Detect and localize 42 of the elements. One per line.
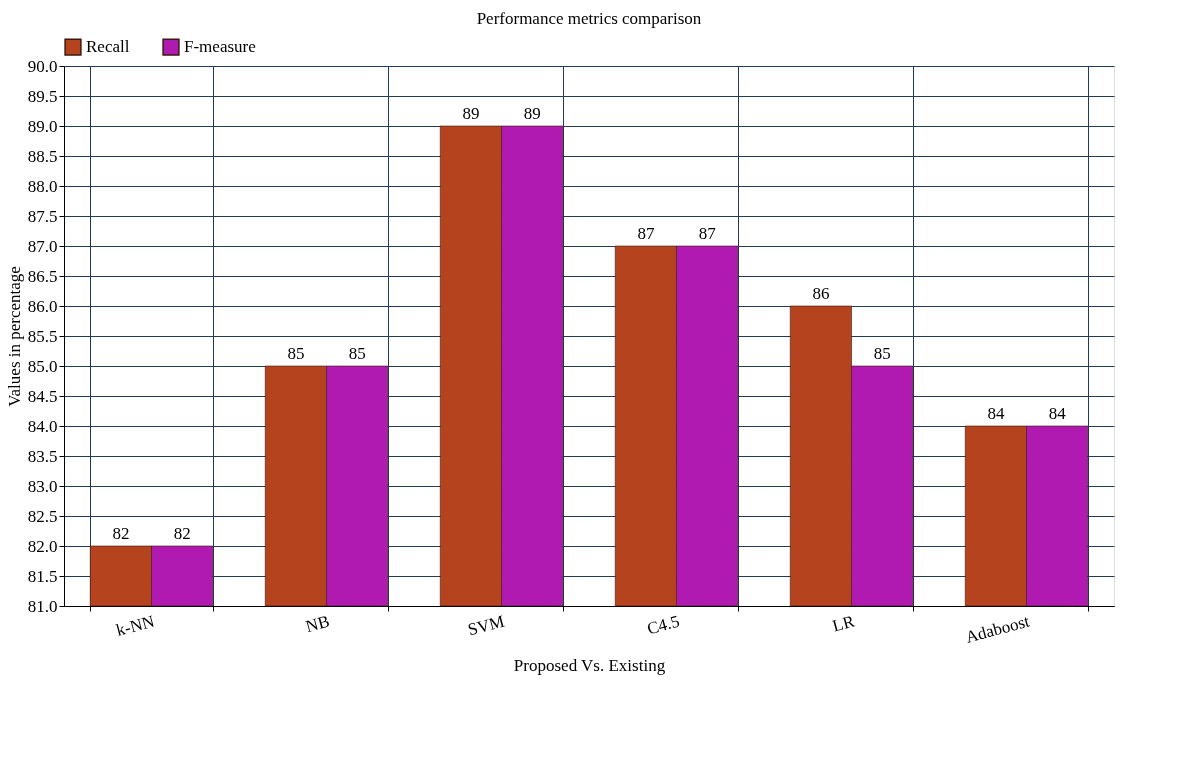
- y-tick-label: 90.0: [27, 56, 58, 76]
- y-tick-label: 85.5: [27, 326, 58, 346]
- data-label: 86: [812, 284, 830, 303]
- x-tick-label: LR: [830, 611, 858, 636]
- x-tick-label: k-NN: [114, 611, 157, 640]
- data-label: 82: [112, 524, 130, 543]
- data-label: 84: [987, 404, 1005, 423]
- data-label: 87: [637, 224, 655, 243]
- data-label: 85: [873, 344, 891, 363]
- y-tick-label: 87.5: [27, 206, 58, 226]
- y-tick-label: 86.0: [27, 296, 58, 316]
- y-tick-label: 88.5: [27, 146, 58, 166]
- y-tick-label: 83.5: [27, 446, 58, 466]
- data-label: 89: [523, 104, 541, 123]
- x-tick-label: C4.5: [645, 611, 682, 639]
- data-label: 84: [1048, 404, 1067, 423]
- x-axis-title: Proposed Vs. Existing: [513, 655, 666, 675]
- y-axis-title: Values in percentage: [4, 266, 24, 407]
- y-tick-label: 84.0: [27, 416, 58, 436]
- y-tick-label: 87.0: [27, 236, 58, 256]
- legend-label: Recall: [86, 37, 130, 57]
- y-tick-label: 81.0: [27, 596, 58, 616]
- chart-title: Performance metrics comparison: [476, 9, 702, 28]
- data-label: 85: [348, 344, 366, 363]
- data-label: 85: [287, 344, 305, 363]
- data-label: 82: [173, 524, 191, 543]
- y-tick-label: 81.5: [27, 566, 58, 586]
- legend-label: F-measure: [184, 37, 256, 57]
- y-tick-label: 86.5: [27, 266, 58, 286]
- y-tick-label: 89.5: [27, 86, 58, 106]
- y-tick-label: 83.0: [27, 476, 58, 496]
- y-tick-label: 88.0: [27, 176, 58, 196]
- data-label: 89: [462, 104, 480, 123]
- x-tick-label: SVM: [465, 611, 507, 640]
- y-tick-label: 85.0: [27, 356, 58, 376]
- y-tick-label: 82.5: [27, 506, 58, 526]
- y-tick-label: 89.0: [27, 116, 58, 136]
- y-tick-label: 82.0: [27, 536, 58, 556]
- y-tick-label: 84.5: [27, 386, 58, 406]
- x-tick-label: NB: [303, 611, 332, 637]
- x-tick-label: Adaboost: [963, 611, 1032, 647]
- data-label: 87: [698, 224, 717, 243]
